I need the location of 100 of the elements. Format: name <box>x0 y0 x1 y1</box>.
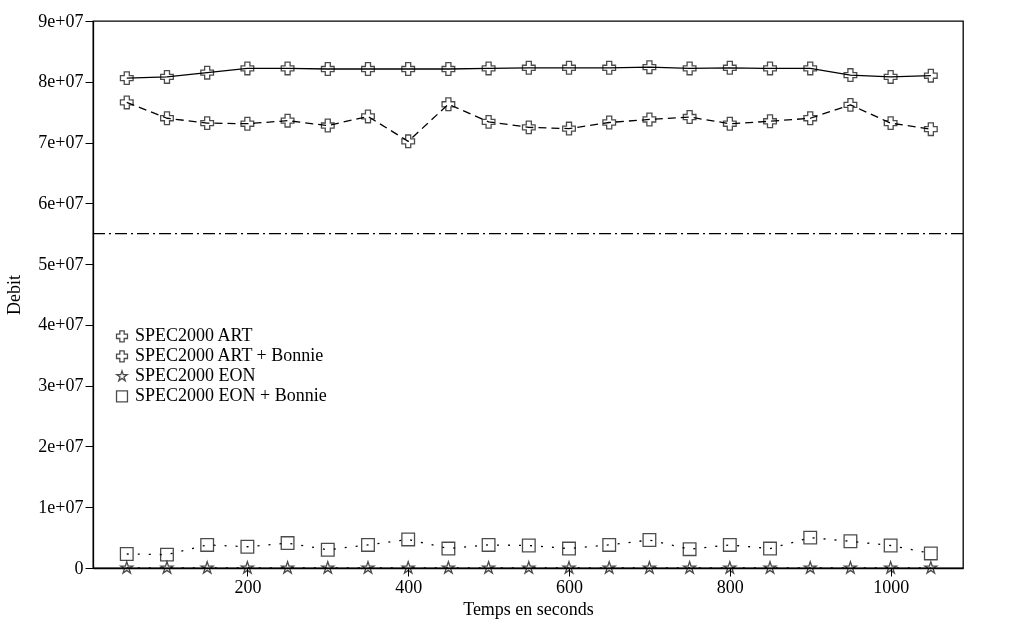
point <box>200 537 215 552</box>
point <box>200 561 214 574</box>
point <box>682 542 697 557</box>
point <box>562 541 576 556</box>
point <box>883 116 898 131</box>
point <box>602 537 617 552</box>
point <box>401 134 416 149</box>
y-tick-label: 0 <box>74 557 84 578</box>
legend-label: SPEC2000 EON + Bonnie <box>135 385 327 406</box>
point <box>521 120 536 135</box>
point <box>682 110 697 124</box>
point <box>682 561 697 574</box>
point <box>763 541 777 556</box>
point <box>240 61 255 76</box>
point <box>361 62 375 76</box>
point <box>481 561 496 574</box>
point <box>883 538 898 553</box>
point <box>280 61 295 76</box>
x-tick-label: 200 <box>234 576 262 597</box>
point <box>481 114 496 129</box>
point <box>441 62 456 76</box>
y-axis-title: Debit <box>4 275 25 315</box>
point <box>120 561 134 574</box>
legend-label: SPEC2000 ART <box>135 325 253 346</box>
point <box>763 61 777 76</box>
x-tick-label: 1000 <box>873 576 910 597</box>
point <box>763 561 777 574</box>
y-tick-label: 3e+07 <box>38 375 84 396</box>
point <box>280 561 295 574</box>
point <box>722 116 737 131</box>
legend-label: SPEC2000 EON <box>135 365 256 386</box>
point <box>843 97 858 112</box>
y-tick-label: 1e+07 <box>38 496 84 517</box>
point <box>441 561 456 574</box>
point <box>923 68 938 83</box>
y-tick-label: 5e+07 <box>38 253 84 274</box>
point <box>763 114 777 129</box>
point <box>280 536 295 551</box>
point <box>803 561 817 574</box>
point <box>562 121 576 136</box>
point <box>320 118 335 133</box>
point <box>562 561 576 574</box>
point <box>160 111 174 126</box>
point <box>642 533 657 548</box>
point <box>602 561 616 574</box>
point <box>481 537 496 552</box>
point <box>923 122 938 137</box>
point <box>160 69 174 84</box>
point <box>722 537 737 552</box>
point <box>843 534 858 549</box>
point <box>240 539 255 554</box>
point <box>723 561 737 574</box>
point <box>803 111 818 126</box>
point <box>843 68 858 83</box>
point <box>321 561 335 574</box>
x-tick-label: 800 <box>716 576 744 597</box>
point <box>160 561 174 574</box>
point <box>119 547 134 561</box>
point <box>883 69 898 84</box>
point <box>642 112 657 127</box>
point <box>642 60 657 75</box>
point <box>682 61 697 76</box>
point <box>119 95 134 110</box>
point <box>280 113 295 128</box>
point <box>923 546 938 561</box>
point <box>361 109 375 124</box>
point <box>320 62 335 76</box>
x-axis-title: Temps en seconds <box>463 598 594 619</box>
y-tick-label: 7e+07 <box>38 132 84 153</box>
point <box>602 115 617 130</box>
point <box>562 60 576 75</box>
point <box>320 542 335 557</box>
point <box>361 537 375 552</box>
y-tick-label: 6e+07 <box>38 192 84 213</box>
point <box>843 561 858 574</box>
y-tick-label: 9e+07 <box>38 10 84 31</box>
point <box>642 561 657 574</box>
point <box>924 561 938 574</box>
y-tick-label: 8e+07 <box>38 71 84 92</box>
point <box>240 561 255 574</box>
point <box>441 541 456 556</box>
point <box>441 97 456 112</box>
point <box>521 60 536 75</box>
point <box>160 547 174 562</box>
point <box>401 532 416 547</box>
point <box>401 62 416 76</box>
point <box>803 61 818 76</box>
point <box>361 561 375 574</box>
point <box>240 116 255 131</box>
y-tick-label: 2e+07 <box>38 435 84 456</box>
point <box>522 561 536 574</box>
point <box>481 61 496 76</box>
legend-label: SPEC2000 ART + Bonnie <box>135 345 324 366</box>
point <box>401 561 415 574</box>
point <box>200 65 215 80</box>
x-tick-label: 400 <box>395 576 423 597</box>
point <box>521 538 536 553</box>
point <box>722 60 737 75</box>
point <box>803 530 818 545</box>
point <box>119 71 134 86</box>
